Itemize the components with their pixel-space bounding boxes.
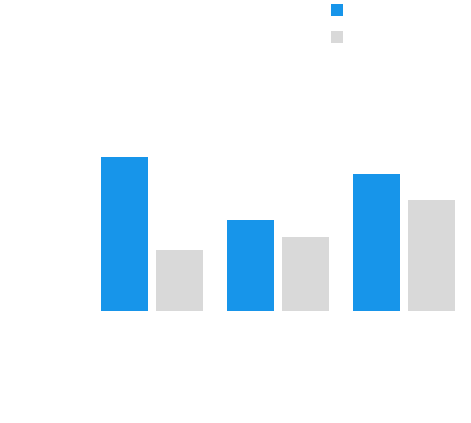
bar-series-2-group-3 [408, 200, 455, 311]
legend-swatch-series-1 [331, 4, 343, 16]
bar-series-2-group-1 [156, 250, 203, 311]
legend-swatch-series-2 [331, 31, 343, 43]
bar-series-1-group-1 [101, 157, 148, 311]
bars-group [101, 157, 455, 311]
bar-series-1-group-3 [353, 174, 400, 311]
legend [331, 4, 343, 43]
bar-series-2-group-2 [282, 237, 329, 311]
bar-series-1-group-2 [227, 220, 274, 311]
